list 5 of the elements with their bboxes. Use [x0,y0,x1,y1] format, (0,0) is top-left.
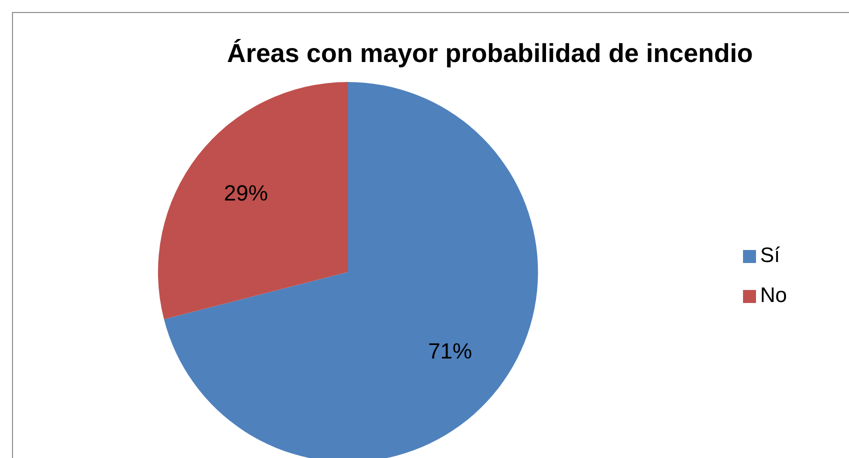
chart-title: Áreas con mayor probabilidad de incendio [226,38,754,69]
legend-label: No [760,283,787,309]
data-label: 29% [224,180,268,206]
data-label: 71% [428,338,472,364]
legend-label: Sí [760,243,780,269]
